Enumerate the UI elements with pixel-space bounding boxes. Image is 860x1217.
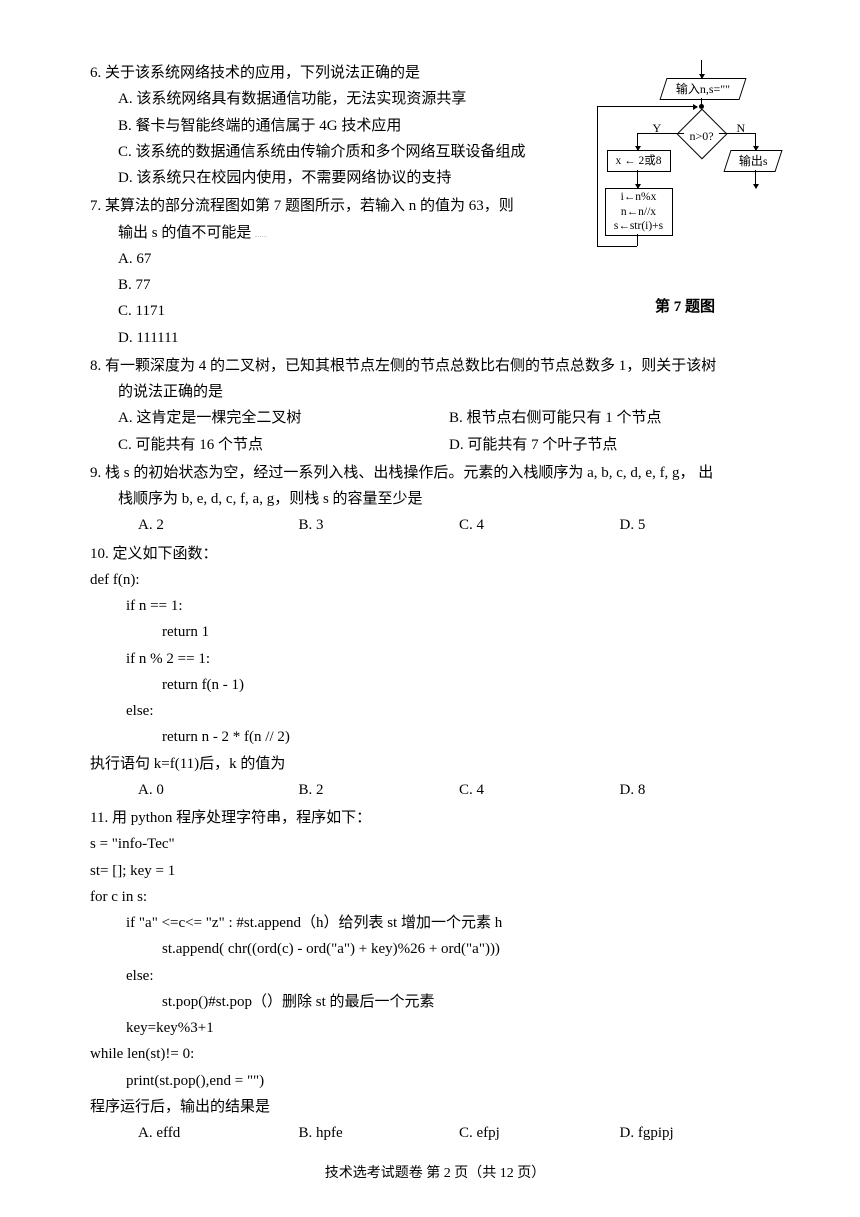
q7-opt-b: B. 77 <box>90 272 590 298</box>
flow-line <box>597 106 598 246</box>
q11-opt-b: B. hpfe <box>299 1120 460 1146</box>
flow-arrow <box>637 133 638 150</box>
flow-arrow <box>755 170 756 188</box>
question-7: 7. 某算法的部分流程图如第 7 题图所示，若输入 n 的值为 63，则 输出 … <box>90 193 590 351</box>
q7-opt-a: A. 67 <box>90 246 590 272</box>
code-line: st.append( chr((ord(c) - ord("a") + key)… <box>90 936 780 962</box>
q8-opt-a: A. 这肯定是一棵完全二叉树 <box>118 405 449 431</box>
question-10: 10. 定义如下函数： def f(n): if n == 1: return … <box>90 541 780 804</box>
q9-stem2: 栈顺序为 b, e, d, c, f, a, g，则栈 s 的容量至少是 <box>90 486 780 512</box>
q7-stem2: 输出 s 的值不可能是 <box>118 225 251 241</box>
code-line: st.pop()#st.pop（）删除 st 的最后一个元素 <box>90 989 780 1015</box>
question-6: 6. 关于该系统网络技术的应用，下列说法正确的是 A. 该系统网络具有数据通信功… <box>90 60 590 191</box>
q11-ask: 程序运行后，输出的结果是 <box>90 1094 780 1120</box>
code-line: if n % 2 == 1: <box>90 646 780 672</box>
flow-yes-label: Y <box>653 118 662 139</box>
flowchart: 输入n,s="" n>0? Y N x ← 2或8 i←n%x n←n//x s… <box>593 60 778 290</box>
code-line: for c in s: <box>90 884 780 910</box>
flow-line <box>637 234 638 246</box>
code-line: else: <box>90 963 780 989</box>
q11-opt-d: D. fgpipj <box>620 1120 781 1146</box>
q8-opt-c: C. 可能共有 16 个节点 <box>118 432 449 458</box>
flow-line <box>637 133 684 134</box>
q7-blank <box>255 236 267 237</box>
q10-opt-b: B. 2 <box>299 777 460 803</box>
flow-line <box>597 246 637 247</box>
q9-opt-d: D. 5 <box>620 512 781 538</box>
q10-opt-d: D. 8 <box>620 777 781 803</box>
q8-stem2: 的说法正确的是 <box>90 379 780 405</box>
flow-decision-label: n>0? <box>678 126 726 147</box>
q9-opt-c: C. 4 <box>459 512 620 538</box>
flow-line <box>719 133 755 134</box>
code-line: return n - 2 * f(n // 2) <box>90 724 780 750</box>
q7-stem: 7. 某算法的部分流程图如第 7 题图所示，若输入 n 的值为 63，则 <box>90 193 590 219</box>
code-line: while len(st)!= 0: <box>90 1041 780 1067</box>
q6-opt-b: B. 餐卡与智能终端的通信属于 4G 技术应用 <box>90 113 590 139</box>
q8-opt-b: B. 根节点右侧可能只有 1 个节点 <box>449 405 780 431</box>
q11-opt-a: A. effd <box>138 1120 299 1146</box>
q7-opt-c: C. 1171 <box>90 298 590 324</box>
q6-opt-d: D. 该系统只在校园内使用，不需要网络协议的支持 <box>90 165 590 191</box>
q9-opt-a: A. 2 <box>138 512 299 538</box>
q10-opt-a: A. 0 <box>138 777 299 803</box>
code-line: def f(n): <box>90 567 780 593</box>
flow-no-label: N <box>737 118 746 139</box>
flow-input: 输入n,s="" <box>659 78 746 100</box>
code-line: st= []; key = 1 <box>90 858 780 884</box>
q9-stem: 9. 栈 s 的初始状态为空，经过一系列入栈、出栈操作后。元素的入栈顺序为 a,… <box>90 460 780 486</box>
flow-arrow <box>597 106 697 107</box>
q7-caption: 第 7 题图 <box>590 294 780 320</box>
code-line: else: <box>90 698 780 724</box>
q10-opt-c: C. 4 <box>459 777 620 803</box>
code-line: if "a" <=c<= "z" : #st.append（h）给列表 st 增… <box>90 910 780 936</box>
code-line: s = "info-Tec" <box>90 831 780 857</box>
q11-stem: 11. 用 python 程序处理字符串，程序如下： <box>90 805 780 831</box>
q6-stem: 6. 关于该系统网络技术的应用，下列说法正确的是 <box>90 60 590 86</box>
q10-ask: 执行语句 k=f(11)后，k 的值为 <box>90 751 780 777</box>
q10-stem: 10. 定义如下函数： <box>90 541 780 567</box>
flow-box-body: i←n%x n←n//x s←str(i)+s <box>605 188 673 236</box>
code-line: if n == 1: <box>90 593 780 619</box>
code-line: key=key%3+1 <box>90 1015 780 1041</box>
code-line: return 1 <box>90 619 780 645</box>
code-line: return f(n - 1) <box>90 672 780 698</box>
q8-stem: 8. 有一颗深度为 4 的二叉树，已知其根节点左侧的节点总数比右侧的节点总数多 … <box>90 353 780 379</box>
flow-arrow <box>755 133 756 150</box>
question-11: 11. 用 python 程序处理字符串，程序如下： s = "info-Tec… <box>90 805 780 1146</box>
code-line: print(st.pop(),end = "") <box>90 1068 780 1094</box>
q7-figure: 输入n,s="" n>0? Y N x ← 2或8 i←n%x n←n//x s… <box>590 60 780 353</box>
q11-opt-c: C. efpj <box>459 1120 620 1146</box>
page-footer: 技术选考试题卷 第 2 页（共 12 页） <box>90 1162 780 1187</box>
flow-box-x: x ← 2或8 <box>607 150 671 172</box>
q8-opt-d: D. 可能共有 7 个叶子节点 <box>449 432 780 458</box>
q6-opt-c: C. 该系统的数据通信系统由传输介质和多个网络互联设备组成 <box>90 139 590 165</box>
question-9: 9. 栈 s 的初始状态为空，经过一系列入栈、出栈操作后。元素的入栈顺序为 a,… <box>90 460 780 539</box>
flow-output: 输出s <box>723 150 782 172</box>
flow-arrow <box>637 170 638 188</box>
q6-opt-a: A. 该系统网络具有数据通信功能，无法实现资源共享 <box>90 86 590 112</box>
flow-arrow <box>701 60 702 78</box>
question-8: 8. 有一颗深度为 4 的二叉树，已知其根节点左侧的节点总数比右侧的节点总数多 … <box>90 353 780 458</box>
q7-opt-d: D. 111111 <box>90 325 590 351</box>
q9-opt-b: B. 3 <box>299 512 460 538</box>
